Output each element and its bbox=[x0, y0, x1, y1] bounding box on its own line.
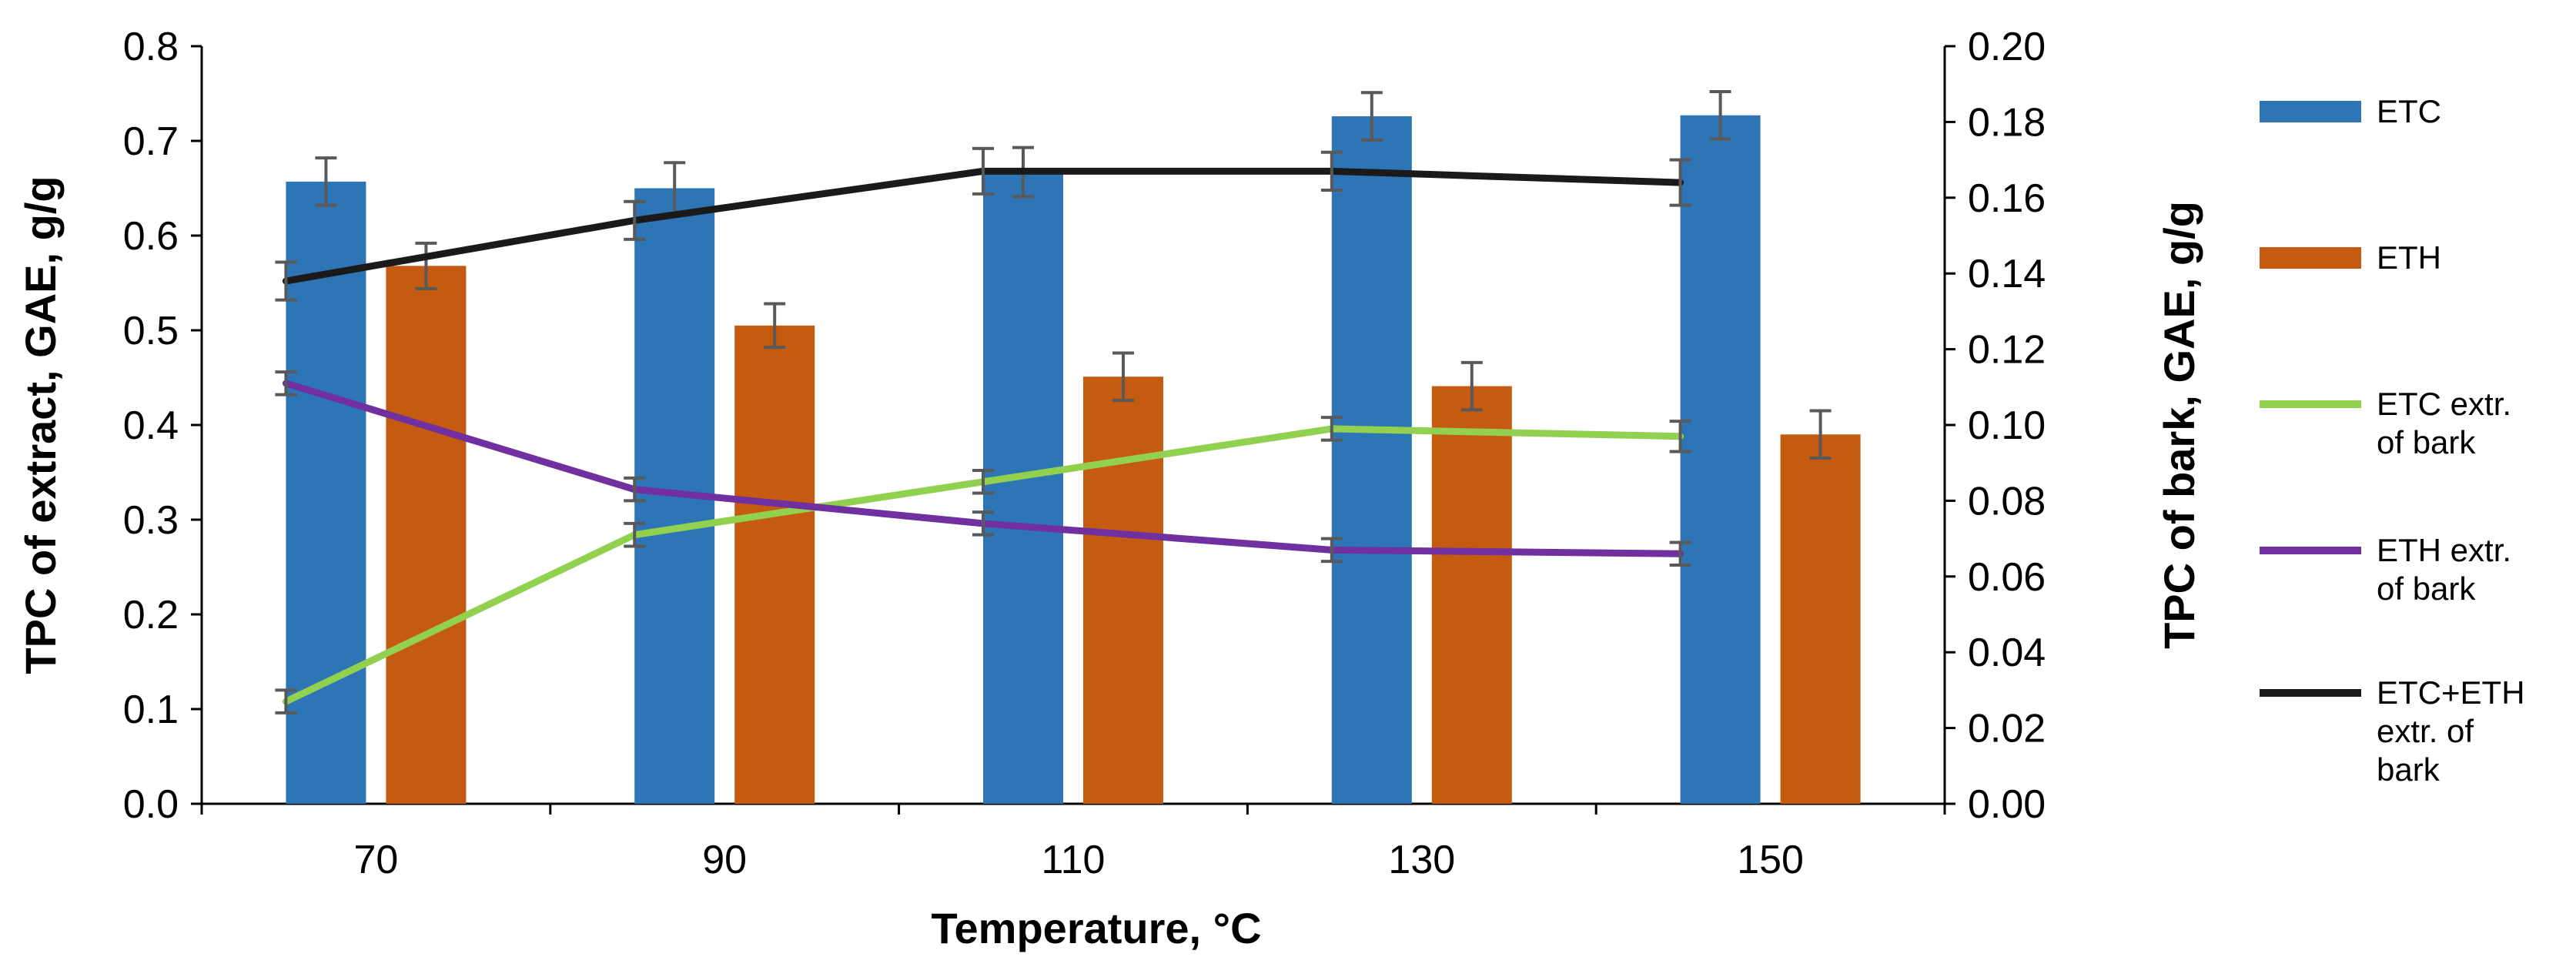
y-axis-title-right: TPC of bark, GAE, g/g bbox=[2155, 201, 2203, 649]
legend-label-etc-eth-extr-of-bark: ETC+ETH extr. of bark bbox=[2377, 674, 2525, 788]
bar-etc-130 bbox=[1331, 116, 1412, 804]
x-tick-label: 90 bbox=[702, 838, 747, 882]
left-tick-label: 0.0 bbox=[123, 782, 179, 827]
legend-swatch-etc bbox=[2260, 101, 2361, 122]
legend-swatch-eth bbox=[2260, 247, 2361, 269]
legend-label-line: of bark bbox=[2377, 570, 2476, 607]
legend-label-eth: ETH bbox=[2377, 239, 2441, 276]
legend-label-etc: ETC bbox=[2377, 93, 2441, 129]
right-tick-label: 0.12 bbox=[1968, 328, 2046, 373]
legend-label-etc-extr-of-bark: ETC extr. of bark bbox=[2377, 386, 2511, 460]
legend-label-line: ETC+ETH bbox=[2377, 674, 2525, 711]
bar-eth-110 bbox=[1083, 376, 1163, 804]
right-tick-label: 0.00 bbox=[1968, 782, 2046, 827]
legend-label-line: ETH extr. bbox=[2377, 532, 2511, 568]
legend-label-line: bark bbox=[2377, 751, 2441, 788]
legend-label-line: of bark bbox=[2377, 424, 2476, 460]
legend-label-line: ETH bbox=[2377, 239, 2441, 276]
x-tick-label: 70 bbox=[353, 838, 398, 882]
right-tick-label: 0.20 bbox=[1968, 25, 2046, 69]
lines-layer bbox=[275, 146, 1691, 714]
right-tick-label: 0.02 bbox=[1968, 707, 2046, 751]
bar-eth-150 bbox=[1780, 434, 1861, 804]
x-axis-title: Temperature, °C bbox=[931, 904, 1261, 952]
bar-eth-130 bbox=[1431, 386, 1512, 804]
left-tick-label: 0.3 bbox=[123, 498, 179, 543]
left-tick-label: 0.7 bbox=[123, 119, 179, 164]
legend-label-line: ETC extr. bbox=[2377, 386, 2511, 422]
bar-etc-110 bbox=[983, 172, 1063, 805]
x-tick-label: 110 bbox=[1042, 838, 1106, 882]
bars-layer bbox=[286, 90, 1861, 805]
right-tick-label: 0.16 bbox=[1968, 176, 2046, 221]
legend-label-line: ETC bbox=[2377, 93, 2441, 129]
right-tick-label: 0.14 bbox=[1968, 252, 2046, 296]
y-axis-title-left: TPC of extract, GAE, g/g bbox=[16, 176, 65, 674]
right-tick-label: 0.18 bbox=[1968, 100, 2046, 145]
x-tick-label: 150 bbox=[1737, 838, 1804, 882]
bar-etc-150 bbox=[1680, 115, 1761, 805]
left-tick-label: 0.4 bbox=[123, 403, 179, 448]
bar-eth-70 bbox=[386, 266, 467, 804]
left-tick-label: 0.1 bbox=[123, 688, 179, 732]
right-tick-label: 0.10 bbox=[1968, 403, 2046, 448]
legend-label-line: extr. of bbox=[2377, 713, 2474, 749]
x-tick-label: 130 bbox=[1388, 838, 1455, 882]
right-tick-label: 0.08 bbox=[1968, 479, 2046, 524]
left-tick-label: 0.6 bbox=[123, 214, 179, 259]
bar-etc-70 bbox=[286, 181, 366, 804]
right-tick-label: 0.06 bbox=[1968, 555, 2046, 600]
bar-eth-90 bbox=[734, 325, 815, 805]
left-tick-label: 0.5 bbox=[123, 309, 179, 353]
labels-layer: 0.0 0.1 0.2 0.3 0.4 0.5 0.6 0.7 0.8 0.00 0.02 0.04 0… bbox=[16, 25, 2203, 952]
right-tick-label: 0.04 bbox=[1968, 631, 2046, 675]
left-tick-label: 0.8 bbox=[123, 25, 179, 69]
axes-layer bbox=[191, 45, 1955, 815]
legend-label-eth-extr-of-bark: ETH extr. of bark bbox=[2377, 532, 2511, 607]
left-tick-label: 0.2 bbox=[123, 593, 179, 637]
